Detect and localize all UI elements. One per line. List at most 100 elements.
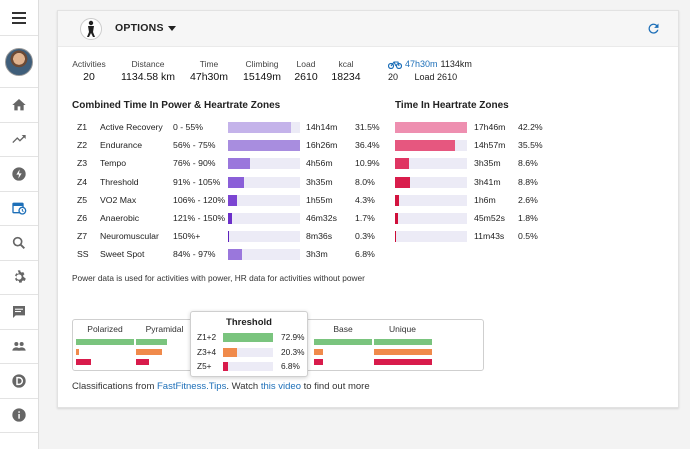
zone-time: 1h55m bbox=[306, 194, 333, 205]
stat-label: kcal bbox=[338, 59, 354, 69]
sidebar-item-chat[interactable] bbox=[0, 295, 38, 330]
popup-bar-track bbox=[223, 347, 273, 357]
popup-row: Z1+2 72.9% bbox=[197, 332, 305, 342]
zone-name: Tempo bbox=[100, 158, 127, 169]
zone-bar-track bbox=[228, 213, 300, 224]
sidebar-item-calendar[interactable] bbox=[0, 191, 38, 226]
hr-time: 11m43s bbox=[474, 231, 505, 242]
bike-time: 47h30m bbox=[405, 59, 438, 69]
zone-percent: 31.5% bbox=[355, 122, 380, 132]
hr-bar bbox=[395, 158, 410, 170]
zone-range: 150%+ bbox=[173, 231, 201, 242]
search-icon bbox=[12, 236, 25, 249]
power-zone-row: Z3 Tempo 76% - 90% 4h56m 10.9% bbox=[58, 157, 388, 171]
hr-bar-track bbox=[395, 194, 467, 206]
zone-name: VO2 Max bbox=[100, 194, 137, 205]
hr-bar bbox=[395, 176, 411, 188]
power-zone-row: SS Sweet Spot 84% - 97% 3h3m 6.8% bbox=[58, 248, 388, 262]
zone-bar bbox=[228, 213, 232, 224]
classification-bar bbox=[135, 349, 162, 355]
classification-bar bbox=[373, 359, 432, 365]
zone-time: 16h26m bbox=[306, 140, 338, 151]
hr-bar bbox=[395, 194, 400, 206]
sidebar-item-people[interactable] bbox=[0, 330, 38, 364]
sidebar-item-d[interactable] bbox=[0, 364, 38, 399]
zone-percent: 10.9% bbox=[355, 158, 380, 169]
zone-percent: 0.3% bbox=[355, 231, 375, 242]
classification-unique[interactable]: Unique bbox=[373, 320, 432, 372]
hr-zone-row: 1h6m 2.6% bbox=[58, 194, 678, 208]
calendar-clock-icon bbox=[12, 202, 27, 215]
threshold-popup: Threshold Z1+2 72.9% Z3+4 20.3% Z5+ 6.8% bbox=[190, 311, 308, 377]
zone-bar bbox=[228, 231, 229, 243]
power-zone-row: Z1 Active Recovery 0 - 55% 14h14m 31.5% bbox=[58, 121, 388, 135]
home-icon bbox=[12, 98, 26, 111]
menu-button[interactable] bbox=[0, 0, 38, 36]
sidebar-item-fitness[interactable] bbox=[0, 123, 38, 157]
sidebar-item-settings[interactable] bbox=[0, 261, 38, 295]
stats-bar: Activities 20 Distance 1134.58 km Time 4… bbox=[58, 59, 678, 89]
refresh-icon[interactable] bbox=[646, 21, 661, 36]
popup-bar bbox=[223, 333, 273, 342]
sidebar-item-info[interactable] bbox=[0, 399, 38, 433]
sidebar-item-home[interactable] bbox=[0, 88, 38, 123]
popup-label: Z3+4 bbox=[197, 346, 217, 357]
user-avatar-button[interactable] bbox=[0, 36, 38, 88]
classification-pyramidal[interactable]: Pyramidal bbox=[135, 320, 194, 372]
popup-label: Z1+2 bbox=[197, 332, 217, 342]
power-zones-title: Combined Time In Power & Heartrate Zones bbox=[72, 100, 281, 111]
hr-bar-track bbox=[395, 231, 467, 243]
stat-label: Time bbox=[199, 59, 219, 69]
classification-base[interactable]: Base bbox=[314, 320, 372, 372]
zone-percent: 36.4% bbox=[355, 140, 380, 151]
zone-time: 3h3m bbox=[306, 249, 328, 260]
sidebar-item-search[interactable] bbox=[0, 226, 38, 261]
classification-bar bbox=[135, 339, 168, 345]
stat-value: 15149m bbox=[243, 71, 281, 83]
options-button[interactable]: OPTIONS bbox=[115, 22, 176, 34]
hr-percent: 35.5% bbox=[518, 140, 543, 151]
stat-value: 18234 bbox=[331, 71, 361, 83]
stat-label: Distance bbox=[131, 59, 165, 69]
power-zone-row: Z6 Anaerobic 121% - 150% 46m32s 1.7% bbox=[58, 212, 388, 226]
classification-polarized[interactable]: Polarized bbox=[76, 320, 134, 372]
avatar bbox=[5, 47, 33, 76]
zone-bar-track bbox=[228, 176, 300, 188]
stat-value: 47h30m bbox=[190, 71, 228, 83]
stat-climbing: Climbing 15149m bbox=[238, 59, 286, 83]
classification-name: Polarized bbox=[87, 324, 123, 334]
classification-bar bbox=[135, 359, 149, 365]
stat-value: 20 bbox=[83, 71, 95, 83]
zone-id: Z7 bbox=[77, 231, 88, 242]
zone-bar-track bbox=[228, 194, 300, 206]
popup-row: Z3+4 20.3% bbox=[197, 347, 305, 357]
zone-bar-track bbox=[228, 140, 300, 152]
sidebar bbox=[0, 0, 39, 449]
zone-name: Neuromuscular bbox=[100, 231, 159, 242]
hr-bar bbox=[395, 213, 398, 224]
hr-percent: 1.8% bbox=[518, 213, 538, 223]
footer-text: to find out more bbox=[300, 381, 370, 392]
zone-id: Z4 bbox=[77, 176, 88, 187]
stat-label: Climbing bbox=[245, 59, 279, 69]
zone-percent: 6.8% bbox=[355, 249, 375, 260]
hr-time: 3h41m bbox=[474, 176, 501, 187]
classification-name: Base bbox=[333, 324, 353, 334]
hr-bar-track bbox=[395, 140, 467, 152]
bike-summary[interactable]: 47h30m 1134km 20 Load 2610 bbox=[388, 59, 472, 82]
zone-range: 84% - 97% bbox=[173, 249, 216, 260]
zone-percent: 8.0% bbox=[355, 176, 375, 187]
zone-id: Z3 bbox=[77, 158, 88, 169]
popup-label: Z5+ bbox=[197, 361, 212, 371]
video-link[interactable]: this video bbox=[260, 381, 301, 392]
stat-value: 1134.58 km bbox=[120, 71, 176, 83]
fastfitness-link[interactable]: FastFitness.Tips bbox=[157, 381, 227, 392]
trending-up-icon bbox=[12, 135, 26, 144]
sidebar-item-power[interactable] bbox=[0, 157, 38, 192]
bolt-icon bbox=[12, 167, 26, 181]
hr-zone-row: 45m52s 1.8% bbox=[58, 212, 678, 226]
zone-bar bbox=[228, 194, 237, 206]
classification-bar bbox=[76, 349, 79, 355]
classification-bar bbox=[373, 339, 432, 345]
stat-distance: Distance 1134.58 km bbox=[118, 59, 178, 83]
